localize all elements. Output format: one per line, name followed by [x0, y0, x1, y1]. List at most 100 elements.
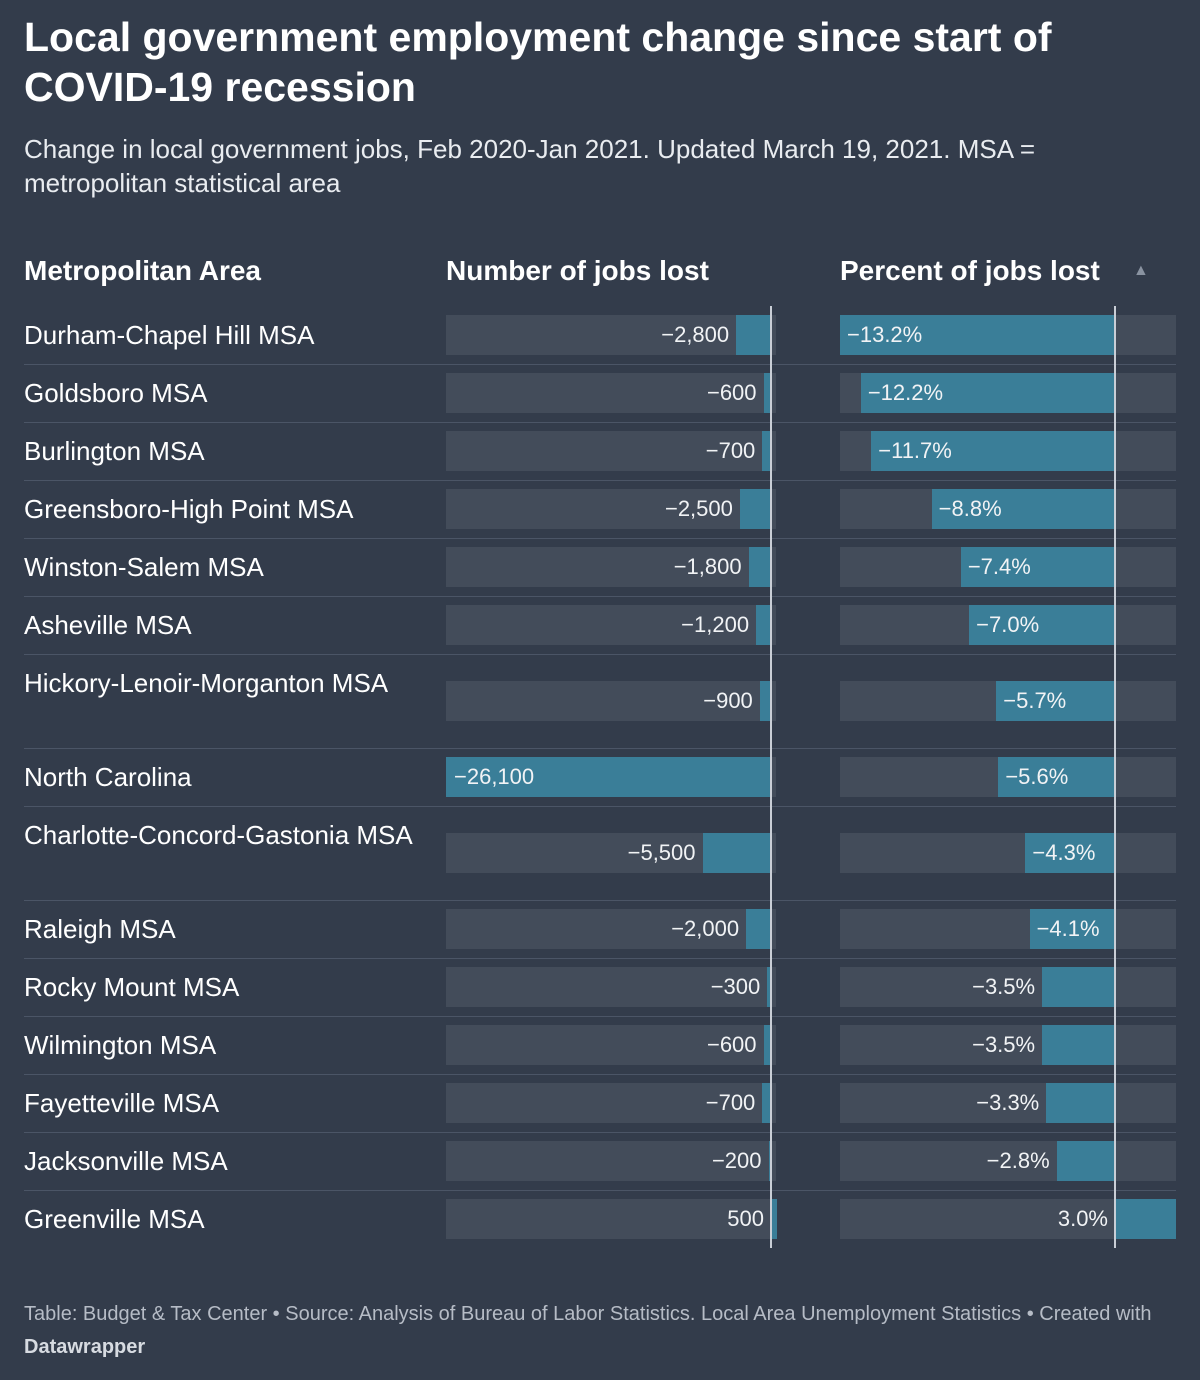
row-divider — [24, 1074, 1176, 1075]
table-row: Wilmington MSA −600 −3.5% — [0, 1016, 1200, 1074]
jobs-value-label: −2,500 — [664, 496, 733, 521]
table-row: Greenville MSA 500 3.0% — [0, 1190, 1200, 1248]
table-row: Asheville MSA −1,200 −7.0% — [0, 596, 1200, 654]
row-label: Fayetteville MSA — [24, 1088, 220, 1118]
row-divider — [24, 422, 1176, 423]
pct-bar — [1042, 1025, 1115, 1065]
pct-bar — [1042, 967, 1115, 1007]
row-label: Greenville MSA — [24, 1204, 205, 1234]
row-label: North Carolina — [24, 762, 192, 792]
pct-value-label: −13.2% — [847, 322, 923, 347]
jobs-value-label: −5,500 — [627, 840, 696, 865]
jobs-track: −600 — [446, 373, 776, 413]
table-row: Hickory-Lenoir-Morganton MSA −900 −5.7% — [0, 654, 1200, 748]
pct-track: −3.3% — [840, 1083, 1176, 1123]
jobs-value-label: −600 — [706, 1032, 757, 1057]
jobs-value-label: −1,800 — [673, 554, 742, 579]
table-row: Greensboro-High Point MSA −2,500 −8.8% — [0, 480, 1200, 538]
row-divider — [24, 748, 1176, 749]
pct-track: −3.5% — [840, 967, 1176, 1007]
pct-bar — [931, 489, 1115, 529]
table-row: Charlotte-Concord-Gastonia MSA −5,500 −4.3… — [0, 806, 1200, 900]
pct-bar — [960, 547, 1115, 587]
table-row: Goldsboro MSA −600 −12.2% — [0, 364, 1200, 422]
row-label: Jacksonville MSA — [24, 1146, 228, 1176]
footer-brand[interactable]: Datawrapper — [24, 1336, 146, 1358]
row-label: Rocky Mount MSA — [24, 972, 240, 1002]
table-row: Durham-Chapel Hill MSA −2,800 −13.2% — [0, 306, 1200, 364]
jobs-value-label: −2,800 — [661, 322, 730, 347]
pct-track: −2.8% — [840, 1141, 1176, 1181]
jobs-track: −2,500 — [446, 489, 776, 529]
table-row: Rocky Mount MSA −300 −3.5% — [0, 958, 1200, 1016]
pct-value-label: −5.7% — [1003, 688, 1067, 713]
pct-bar — [1046, 1083, 1115, 1123]
pct-bar — [996, 681, 1115, 721]
pct-bar — [998, 757, 1115, 797]
chart-title: Local government employment change since… — [24, 14, 1052, 110]
jobs-track: −2,800 — [446, 315, 776, 355]
row-divider — [24, 900, 1176, 901]
row-divider — [24, 806, 1176, 807]
jobs-track: −1,200 — [446, 605, 776, 645]
jobs-track: −600 — [446, 1025, 776, 1065]
jobs-track: 500 — [446, 1199, 778, 1239]
pct-bar — [871, 431, 1115, 471]
footer: Table: Budget & Tax Center • Source: Ana… — [24, 1298, 1174, 1364]
pct-zero-line — [1114, 306, 1116, 1248]
footer-source: Table: Budget & Tax Center • Source: Ana… — [24, 1303, 1152, 1325]
jobs-track: −700 — [446, 431, 776, 471]
jobs-bar — [446, 757, 771, 797]
jobs-value-label: −26,100 — [454, 764, 535, 789]
pct-track: −7.0% — [840, 605, 1176, 645]
pct-value-label: −4.3% — [1032, 840, 1096, 865]
jobs-value-label: −200 — [711, 1148, 762, 1173]
pct-track: −13.2% — [840, 315, 1176, 355]
jobs-value-label: −1,200 — [681, 612, 750, 637]
jobs-value-label: −600 — [706, 380, 757, 405]
column-header-jobs[interactable]: Number of jobs lost — [446, 255, 709, 286]
jobs-track: −26,100 — [446, 757, 776, 797]
pct-track: −4.3% — [840, 833, 1176, 873]
row-label: Goldsboro MSA — [24, 378, 208, 408]
jobs-bar — [762, 431, 771, 471]
pct-track: −4.1% — [840, 909, 1176, 949]
jobs-value-label: −700 — [705, 438, 756, 463]
column-header-area[interactable]: Metropolitan Area — [24, 255, 261, 286]
table-row: North Carolina −26,100 −5.6% — [0, 748, 1200, 806]
jobs-bar — [702, 833, 771, 873]
pct-value-label: −7.4% — [967, 554, 1031, 579]
jobs-value-label: 500 — [727, 1206, 764, 1231]
pct-bar — [1029, 909, 1115, 949]
jobs-track: −1,800 — [446, 547, 776, 587]
jobs-bar — [767, 967, 771, 1007]
pct-value-label: −5.6% — [1005, 764, 1069, 789]
pct-value-label: 3.0% — [1057, 1206, 1108, 1231]
pct-track: −12.2% — [840, 373, 1176, 413]
row-divider — [24, 1132, 1176, 1133]
pct-value-label: −11.7% — [878, 438, 952, 463]
pct-track: −5.6% — [840, 757, 1176, 797]
jobs-track: −2,000 — [446, 909, 776, 949]
pct-value-label: −3.5% — [972, 1032, 1036, 1057]
jobs-value-label: −900 — [703, 688, 753, 713]
row-label: Charlotte-Concord-Gastonia MSA — [24, 820, 413, 850]
jobs-bar — [746, 909, 771, 949]
row-divider — [24, 1190, 1176, 1191]
pct-value-label: −2.8% — [986, 1148, 1050, 1173]
row-label: Asheville MSA — [24, 610, 192, 640]
pct-track: 3.0% — [840, 1199, 1176, 1239]
jobs-bar — [736, 315, 771, 355]
pct-track: −7.4% — [840, 547, 1176, 587]
pct-value-label: −7.0% — [976, 612, 1040, 637]
row-label: Durham-Chapel Hill MSA — [24, 320, 315, 350]
column-header-pct[interactable]: Percent of jobs lost — [840, 255, 1100, 286]
jobs-bar — [763, 1025, 771, 1065]
jobs-bar — [771, 1199, 778, 1239]
table-row: Burlington MSA −700 −11.7% — [0, 422, 1200, 480]
pct-value-label: −12.2% — [867, 380, 944, 405]
pct-bar — [1025, 833, 1115, 873]
pct-track: −3.5% — [840, 1025, 1176, 1065]
jobs-track: −200 — [446, 1141, 776, 1181]
sort-up-triangle-icon[interactable]: ▲ — [1133, 262, 1149, 279]
